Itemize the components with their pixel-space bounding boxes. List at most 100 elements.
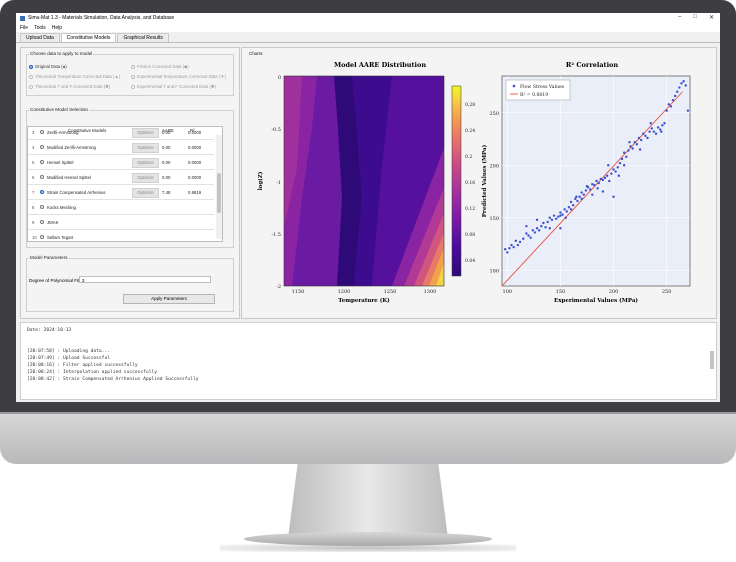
scatter-point <box>656 126 660 129</box>
optimize-button[interactable]: Optimize <box>132 173 159 183</box>
scatter-point <box>569 200 573 204</box>
model-config-panel: Choose data to apply to model Original D… <box>20 47 240 319</box>
monitor-stand-neck <box>288 464 448 538</box>
radio-icon[interactable] <box>131 65 135 69</box>
scatter-point <box>593 184 596 187</box>
table-row[interactable]: 4 Modified Zerilli-Armstrong Optimize 0.00 0… <box>28 139 214 155</box>
heatmap-y-ticks: 0 -0.5 -1 -1.5 -2 <box>271 75 281 290</box>
table-row[interactable]: 8 Kocks Mecking <box>28 199 214 215</box>
model-radio-icon[interactable] <box>40 145 44 149</box>
monitor-stand-base <box>244 532 492 546</box>
scatter-point <box>516 243 520 247</box>
model-name: Sellars Tegart <box>47 235 74 240</box>
scatter-point <box>584 189 588 192</box>
scatter-ylabel: Predicted Values (MPa) <box>481 144 488 217</box>
optimize-button[interactable]: Optimize <box>132 188 159 198</box>
optimize-button[interactable]: Optimize <box>132 128 159 138</box>
aare-value: 7.48 <box>162 190 171 195</box>
data-option-radio[interactable]: Experimental Temperature Corrected Data … <box>131 74 226 79</box>
table-row[interactable]: 9 JMAK <box>28 214 214 230</box>
tab-graphical-results[interactable]: Graphical Results <box>117 33 169 42</box>
scatter-ytick: 200 <box>489 163 499 169</box>
model-radio-icon[interactable] <box>40 235 44 239</box>
radio-icon[interactable] <box>29 64 33 69</box>
maximize-button[interactable]: □ <box>693 14 697 20</box>
close-button[interactable]: ✕ <box>708 15 714 21</box>
table-scroll-thumb[interactable] <box>217 173 221 213</box>
data-option-radio[interactable]: Original Data (●) <box>29 64 67 69</box>
model-selection-title: Constitutive Model Selection <box>29 107 89 112</box>
colorbar-tick: 0.28 <box>465 102 475 108</box>
monitor-shadow <box>220 544 516 552</box>
scatter-point <box>559 211 562 214</box>
menu-file[interactable]: File <box>20 24 29 31</box>
apply-parameters-button[interactable]: Apply Parameters <box>123 294 215 304</box>
model-radio-icon[interactable] <box>40 190 44 194</box>
scatter-point <box>635 143 639 146</box>
degree-input[interactable]: 3 <box>79 276 211 283</box>
scatter-fit-line <box>501 91 683 287</box>
scatter-point <box>642 132 645 135</box>
scatter-point <box>563 208 566 211</box>
model-radio-icon[interactable] <box>40 160 44 164</box>
optimize-button[interactable]: Optimize <box>132 158 159 168</box>
table-row[interactable]: 6 Modified Hensel Spittel Optimize 0.00 0.00… <box>28 169 214 185</box>
scatter-point <box>648 130 651 133</box>
data-option-radio[interactable]: Friction Corrected Data (◆) <box>131 64 189 70</box>
table-row[interactable]: 3 Zerilli-Armstrong Optimize 0.00 0.0000 <box>28 127 214 140</box>
model-radio-icon[interactable] <box>40 220 44 224</box>
column-header-aare[interactable]: AARE <box>162 128 174 133</box>
menu-help[interactable]: Help <box>51 24 63 31</box>
data-option-radio[interactable]: Theoretical T and F Corrected Data (✖) <box>29 84 110 90</box>
scatter-point <box>578 195 581 198</box>
scatter-xlabel: Experimental Values (MPa) <box>554 297 638 304</box>
scatter-point <box>678 86 681 89</box>
scatter-point <box>659 128 662 131</box>
scatter-point <box>684 84 687 87</box>
menu-bar: File Tools Help <box>16 23 720 32</box>
radio-icon[interactable] <box>29 74 33 79</box>
aare-value: 0.00 <box>162 145 171 150</box>
scatter-point <box>627 149 630 152</box>
scatter-point <box>680 82 683 85</box>
app-screen: Simu-Mat 1.3 - Materials Simulation, Dat… <box>16 13 720 402</box>
scatter-point <box>673 94 677 98</box>
tab-upload-data[interactable]: Upload Data <box>20 33 60 42</box>
table-scrollbar[interactable] <box>216 135 222 239</box>
table-row[interactable]: 5 Hensel Spittel Optimize 0.00 0.0000 <box>28 154 214 170</box>
model-radio-icon[interactable] <box>40 205 44 209</box>
scatter-point <box>644 134 647 138</box>
console-scrollbar[interactable] <box>710 351 714 369</box>
heatmap-ytick: -0.5 <box>271 127 281 133</box>
scatter-point <box>649 122 652 125</box>
log-line: [20:08:16] : Filter applied successfully <box>27 363 138 368</box>
radio-icon[interactable] <box>29 85 33 89</box>
heatmap-title: Model AARE Distribution <box>334 61 426 69</box>
minimize-button[interactable]: – <box>678 14 682 20</box>
scatter-ytick: 150 <box>489 216 499 222</box>
aare-value: 0.00 <box>162 130 171 135</box>
scatter-point <box>506 251 509 254</box>
r2-value: 0.0000 <box>188 145 202 150</box>
scatter-point <box>601 190 605 193</box>
table-row[interactable]: 10 Sellars Tegart <box>28 229 214 241</box>
radio-icon[interactable] <box>131 74 135 79</box>
log-line: [20:08:42] : Strain Compensated Arrheniu… <box>27 377 199 382</box>
log-console[interactable]: Date: 2024-10-13 [20:07:58] : Uploading … <box>20 322 717 400</box>
column-header-r2[interactable]: R² <box>190 128 195 133</box>
model-radio-icon[interactable] <box>40 130 44 134</box>
column-header-models[interactable]: Constitutive Models <box>68 128 107 133</box>
data-option-radio[interactable]: Experimental T and F Corrected Data (✱) <box>131 84 216 90</box>
legend-entry: R² = 0.8819 <box>520 92 548 98</box>
scatter-point <box>529 236 532 239</box>
table-row[interactable]: 7 Strain Compensated Arrhenius Optimize 7.4… <box>28 184 214 200</box>
model-radio-icon[interactable] <box>40 175 44 179</box>
window-controls: – □ ✕ <box>678 14 714 21</box>
data-option-radio[interactable]: Theoretical Temperature Corrected Data (… <box>29 74 120 79</box>
optimize-button[interactable]: Optimize <box>132 143 159 153</box>
radio-icon[interactable] <box>131 85 135 89</box>
tab-constitutive-models[interactable]: Constitutive Models <box>60 33 117 42</box>
scatter-point <box>650 127 653 130</box>
colorbar-ticks: 0.28 0.24 0.2 0.16 0.12 0.08 0.04 <box>465 102 475 264</box>
menu-tools[interactable]: Tools <box>34 24 46 31</box>
